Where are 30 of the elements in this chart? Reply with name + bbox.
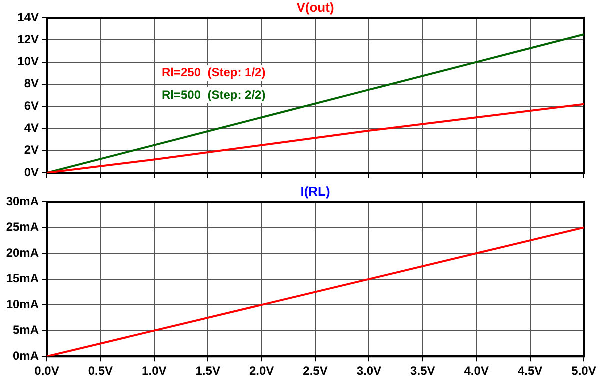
x-tick-label: 1.5V [196,364,220,378]
y-tick-label: 0mA [12,348,40,363]
y-tick-label: 6V [24,98,39,113]
y-tick-label: 4V [24,121,39,136]
y-tick-label: 20mA [6,246,40,260]
chart-title: I(RL) [300,184,330,200]
y-tick-label: 0V [24,165,39,180]
chart-title: V(out) [296,0,334,16]
series-label: Rl=500 (Step: 2/2) [162,88,266,102]
y-tick-label: 15mA [6,272,40,286]
x-tick-label: 3.0V [356,364,382,378]
y-tick-label: 10mA [6,297,40,312]
x-tick-label: 2.5V [303,364,328,378]
x-tick-label: 0.0V [34,364,60,378]
y-tick-label: 2V [24,143,39,158]
x-tick-label: 1.0V [142,364,167,378]
y-tick-label: 30mA [6,194,40,208]
y-tick-label: 12V [18,32,39,46]
x-tick-label: 4.0V [464,364,489,378]
y-tick-label: 14V [18,10,39,24]
x-tick-label: 2.0V [249,364,274,378]
y-tick-label: 25mA [6,220,40,234]
y-tick-label: 8V [24,76,39,91]
x-tick-label: 0.5V [88,364,114,378]
y-tick-label: 5mA [12,323,40,338]
x-tick-label: 5.0V [572,364,596,378]
x-tick-label: 3.5V [410,364,436,378]
y-tick-label: 10V [18,54,39,69]
x-tick-label: 4.5V [518,364,543,378]
text: Rl=250 (Step: 1/2) [162,66,266,80]
